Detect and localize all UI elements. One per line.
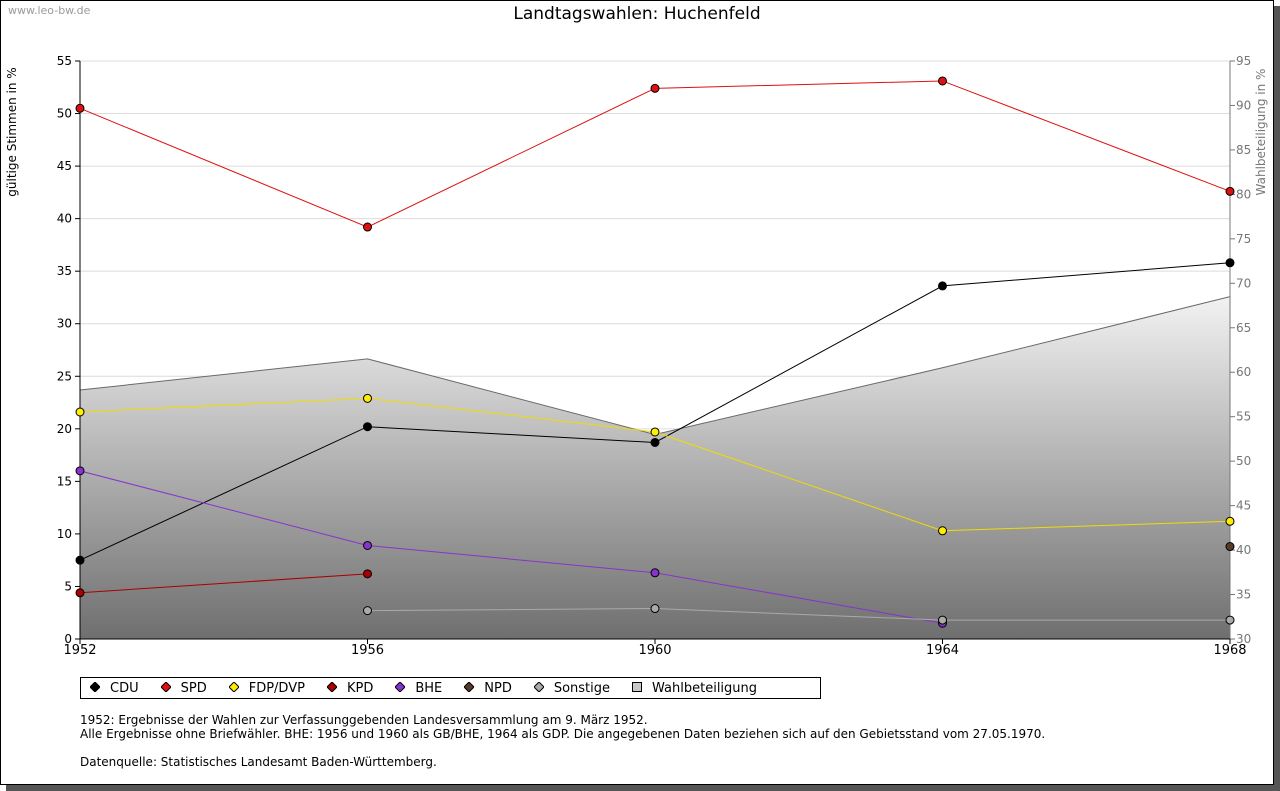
x-tick-label: 1960 xyxy=(638,643,671,658)
y-tick-label-right: 95 xyxy=(1236,54,1251,68)
data-point-cdu xyxy=(363,422,372,432)
y-tick-label-left: 30 xyxy=(57,317,72,331)
data-point-kpd xyxy=(363,569,372,579)
legend-label-spd: SPD xyxy=(180,680,207,696)
legend-item-bhe: BHE xyxy=(394,680,443,696)
series-line-sonstige xyxy=(367,608,1230,621)
legend-marker-sonstige xyxy=(533,680,545,696)
y-tick-label-left: 40 xyxy=(57,212,72,226)
data-point-cdu xyxy=(650,437,660,447)
legend-item-cdu: CDU xyxy=(89,680,139,696)
data-point-sonstige xyxy=(1225,615,1235,625)
x-tick-label: 1956 xyxy=(351,643,384,658)
watermark: www.leo-bw.de xyxy=(8,4,91,17)
legend-marker-cdu xyxy=(89,680,101,696)
legend-item-spd: SPD xyxy=(159,680,207,696)
footnote-line xyxy=(80,741,1045,755)
y-tick-label-left: 10 xyxy=(57,527,72,541)
data-point-sonstige xyxy=(938,615,947,625)
legend-label-cdu: CDU xyxy=(110,680,139,696)
y-tick-label-right: 30 xyxy=(1236,632,1251,646)
y-tick-label-right: 65 xyxy=(1236,321,1251,335)
y-tick-label-right: 70 xyxy=(1236,276,1251,290)
legend-marker-spd xyxy=(159,680,172,696)
data-point-cdu xyxy=(938,281,947,291)
data-point-bhe xyxy=(650,568,660,578)
legend-label-wahlbeteiligung: Wahlbeteiligung xyxy=(652,680,758,696)
series-line-kpd xyxy=(79,573,368,594)
data-point-bhe xyxy=(363,540,372,550)
y-tick-label-left: 55 xyxy=(57,54,72,68)
legend-marker-npd xyxy=(463,680,475,696)
data-point-spd xyxy=(363,222,372,232)
y-tick-label-left: 50 xyxy=(57,107,72,121)
chart-title: Landtagswahlen: Huchenfeld xyxy=(513,4,761,24)
footnote-line: 1952: Ergebnisse der Wahlen zur Verfassu… xyxy=(80,713,648,727)
y-tick-label-right: 80 xyxy=(1236,187,1251,201)
data-point-npd xyxy=(1225,542,1235,552)
legend-label-sonstige: Sonstige xyxy=(553,680,611,696)
legend-label-npd: NPD xyxy=(484,680,512,696)
series-line-bhe xyxy=(79,470,943,624)
footnote-line: Datenquelle: Statistisches Landesamt Bad… xyxy=(80,755,437,769)
x-tick-label: 1964 xyxy=(926,643,959,658)
legend-marker-fdp-dvp xyxy=(228,680,240,696)
data-point-sonstige xyxy=(363,606,372,616)
turnout-area xyxy=(80,296,1230,639)
y-tick-label-right: 85 xyxy=(1236,143,1251,157)
data-point-bhe xyxy=(75,466,85,476)
legend-item-wahlbeteiligung: Wahlbeteiligung xyxy=(632,681,757,696)
data-point-cdu xyxy=(75,555,85,565)
y-tick-label-right: 60 xyxy=(1236,365,1251,379)
x-tick-label: 1968 xyxy=(1213,643,1246,658)
y-tick-label-left: 35 xyxy=(57,264,72,278)
data-point-spd xyxy=(75,103,85,113)
legend-item-fdp-dvp: FDP/DVP xyxy=(228,680,305,696)
footnotes: 1952: Ergebnisse der Wahlen zur Verfassu… xyxy=(80,713,1045,769)
footnote-line: Alle Ergebnisse ohne Briefwähler. BHE: 1… xyxy=(80,727,1046,741)
legend-item-sonstige: Sonstige xyxy=(533,680,611,696)
y-tick-label-left: 5 xyxy=(64,579,72,593)
frame-shadow-bottom xyxy=(6,785,1280,791)
y-tick-label-left: 20 xyxy=(57,422,72,436)
legend-marker-kpd xyxy=(326,680,338,696)
data-point-sonstige xyxy=(650,604,660,614)
data-point-spd xyxy=(650,83,660,93)
y-tick-label-left: 25 xyxy=(57,369,72,383)
data-point-fdp-dvp xyxy=(938,526,947,536)
data-point-fdp-dvp xyxy=(363,393,372,403)
legend-marker-bhe xyxy=(394,680,407,696)
legend-label-fdp-dvp: FDP/DVP xyxy=(248,680,305,696)
y-tick-label-right: 35 xyxy=(1236,588,1251,602)
chart-legend: CDU SPD FDP/DVP KPD BHE NPD Sonstige Wahlbeteil… xyxy=(80,677,821,699)
y-tick-label-left: 15 xyxy=(57,474,72,488)
y-tick-label-right: 45 xyxy=(1236,499,1251,513)
data-point-fdp-dvp xyxy=(75,407,85,417)
legend-item-kpd: KPD xyxy=(326,680,374,696)
y-tick-label-right: 75 xyxy=(1236,232,1251,246)
y-tick-label-right: 50 xyxy=(1236,454,1251,468)
data-point-fdp-dvp xyxy=(650,427,660,437)
legend-label-bhe: BHE xyxy=(415,680,443,696)
y-tick-label-right: 55 xyxy=(1236,410,1251,424)
legend-item-npd: NPD xyxy=(463,680,512,696)
data-point-fdp-dvp xyxy=(1225,516,1235,526)
x-tick-label: 1952 xyxy=(63,643,96,658)
y-tick-label-left: 45 xyxy=(57,159,72,173)
legend-label-kpd: KPD xyxy=(346,680,374,696)
data-point-spd xyxy=(938,76,947,86)
legend-marker-wahlbeteiligung xyxy=(632,681,643,696)
series-line-spd xyxy=(79,80,1231,228)
y-tick-label-right: 40 xyxy=(1236,543,1251,557)
data-point-spd xyxy=(1225,186,1235,196)
y-tick-label-right: 90 xyxy=(1236,98,1251,112)
y-tick-label-left: 0 xyxy=(64,632,72,646)
data-point-cdu xyxy=(1225,258,1235,268)
data-point-kpd xyxy=(75,588,85,598)
frame-shadow-right xyxy=(1274,6,1280,791)
